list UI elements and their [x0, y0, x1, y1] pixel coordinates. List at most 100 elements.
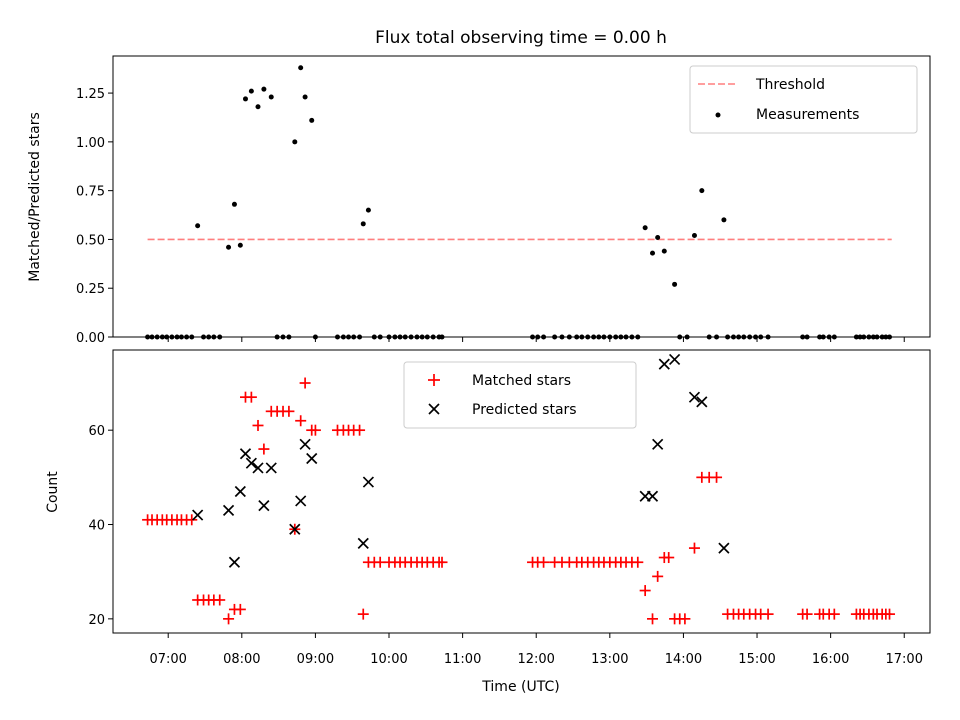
- matched-star-point: [663, 552, 675, 564]
- predicted-marker-b: [265, 462, 277, 474]
- predicted-marker-b: [234, 485, 246, 498]
- chart-title: Flux total observing time = 0.00 h: [375, 28, 667, 48]
- predicted-marker-b: [306, 452, 318, 465]
- predicted-star-point: [306, 452, 318, 465]
- predicted-marker-b: [295, 495, 307, 507]
- bottom-y-ticks: 20 40 60: [88, 424, 113, 628]
- predicted-marker-b: [258, 500, 270, 512]
- matched-star-point: [801, 608, 813, 620]
- predicted-marker-b: [688, 391, 701, 403]
- matched-star-point: [258, 443, 270, 455]
- matched-star-point: [357, 608, 369, 620]
- matched-star-point: [252, 419, 264, 431]
- bottom-y-tick-label: 40: [88, 519, 105, 534]
- measurement-point: [642, 225, 648, 231]
- matched-star-point: [688, 542, 700, 554]
- predicted-marker-b: [646, 490, 659, 502]
- measurement-point: [672, 281, 678, 287]
- matched-star-point: [538, 556, 550, 568]
- predicted-star-point: [362, 476, 375, 488]
- top-y-tick-label: 0.75: [76, 185, 105, 200]
- x-tick-label: 16:00: [812, 652, 849, 667]
- x-tick-label: 08:00: [223, 652, 260, 667]
- measurement-point: [231, 201, 237, 207]
- matched-star-point: [283, 405, 295, 417]
- predicted-marker-b: [718, 542, 730, 554]
- predicted-star-point: [234, 485, 246, 498]
- matched-star-point: [828, 608, 840, 620]
- top-y-axis-label: Matched/Predicted stars: [27, 112, 43, 282]
- measurement-point: [261, 86, 267, 92]
- top-y-ticks: 0.00 0.25 0.50 0.75 1.00 1.25: [76, 87, 113, 346]
- matched-star-point: [295, 415, 307, 427]
- predicted-star-point: [718, 542, 730, 554]
- top-y-tick-label: 0.00: [76, 331, 105, 346]
- predicted-star-point: [192, 509, 204, 521]
- measurement-point: [226, 244, 232, 250]
- legend-measurements-label: Measurements: [756, 107, 859, 123]
- measurement-point: [298, 65, 304, 71]
- legend-predicted-label: Predicted stars: [472, 402, 577, 418]
- predicted-marker-b: [652, 438, 664, 450]
- x-axis-label: Time (UTC): [481, 679, 559, 695]
- measurement-point: [661, 248, 667, 254]
- predicted-star-point: [658, 358, 670, 370]
- top-y-tick-label: 0.50: [76, 233, 105, 248]
- bottom-legend-box: [403, 361, 637, 429]
- legend-predicted-swatch: [428, 403, 440, 415]
- matched-star-point: [214, 594, 226, 606]
- matched-star-point: [679, 613, 691, 625]
- predicted-marker-b: [362, 476, 375, 488]
- predicted-star-point: [299, 438, 311, 450]
- top-y-tick-label: 0.25: [76, 282, 105, 297]
- predicted-star-point: [688, 391, 701, 403]
- legend-threshold-label: Threshold: [755, 77, 825, 93]
- matched-star-point: [354, 424, 366, 436]
- x-tick-label: 13:00: [591, 652, 628, 667]
- measurement-point: [248, 88, 254, 94]
- predicted-marker-b: [658, 358, 670, 370]
- top-legend-box: [689, 65, 918, 134]
- measurement-point: [655, 234, 661, 240]
- bottom-y-tick-label: 60: [88, 424, 105, 439]
- legend-matched-swatch: [428, 374, 440, 386]
- predicted-marker-b: [222, 504, 235, 516]
- measurement-point: [237, 242, 243, 248]
- predicted-marker-b: [239, 448, 252, 460]
- measurement-point: [255, 104, 261, 110]
- predicted-star-point: [228, 556, 241, 568]
- matched-star-point: [632, 556, 644, 568]
- matched-star-point: [647, 613, 659, 625]
- predicted-star-point: [239, 448, 252, 460]
- matched-star-point: [884, 608, 896, 620]
- predicted-marker-b: [696, 396, 708, 408]
- measurement-point: [302, 94, 308, 100]
- measurement-point: [292, 139, 298, 145]
- bottom-x-ticks: 07:00 08:00 09:00 10:00 11:00 12:00 13:00 14:00…: [149, 633, 923, 667]
- measurement-point: [691, 233, 697, 239]
- predicted-marker-b: [299, 438, 311, 450]
- measurement-point: [309, 117, 315, 123]
- matched-star-point: [652, 570, 664, 582]
- bottom-plot-area: [142, 353, 896, 625]
- bottom-legend: Matched stars Predicted stars: [403, 361, 637, 429]
- bottom-y-axis-label: Count: [45, 471, 61, 513]
- measurement-point: [242, 96, 248, 102]
- predicted-star-point: [668, 353, 681, 366]
- matched-star-point: [711, 471, 723, 483]
- predicted-star-point: [696, 396, 708, 408]
- x-tick-label: 14:00: [665, 652, 702, 667]
- top-y-tick-label: 1.00: [76, 136, 105, 151]
- matched-star-point: [299, 377, 311, 389]
- matched-star-point: [639, 585, 651, 597]
- predicted-star-point: [245, 457, 257, 469]
- bottom-y-tick-label: 20: [88, 613, 105, 628]
- x-tick-label: 09:00: [297, 652, 334, 667]
- measurement-point: [721, 217, 727, 223]
- predicted-star-point: [295, 495, 307, 507]
- matched-star-point: [762, 608, 774, 620]
- matched-star-point: [223, 613, 235, 625]
- predicted-marker-b: [228, 556, 241, 568]
- matched-star-point: [436, 556, 448, 568]
